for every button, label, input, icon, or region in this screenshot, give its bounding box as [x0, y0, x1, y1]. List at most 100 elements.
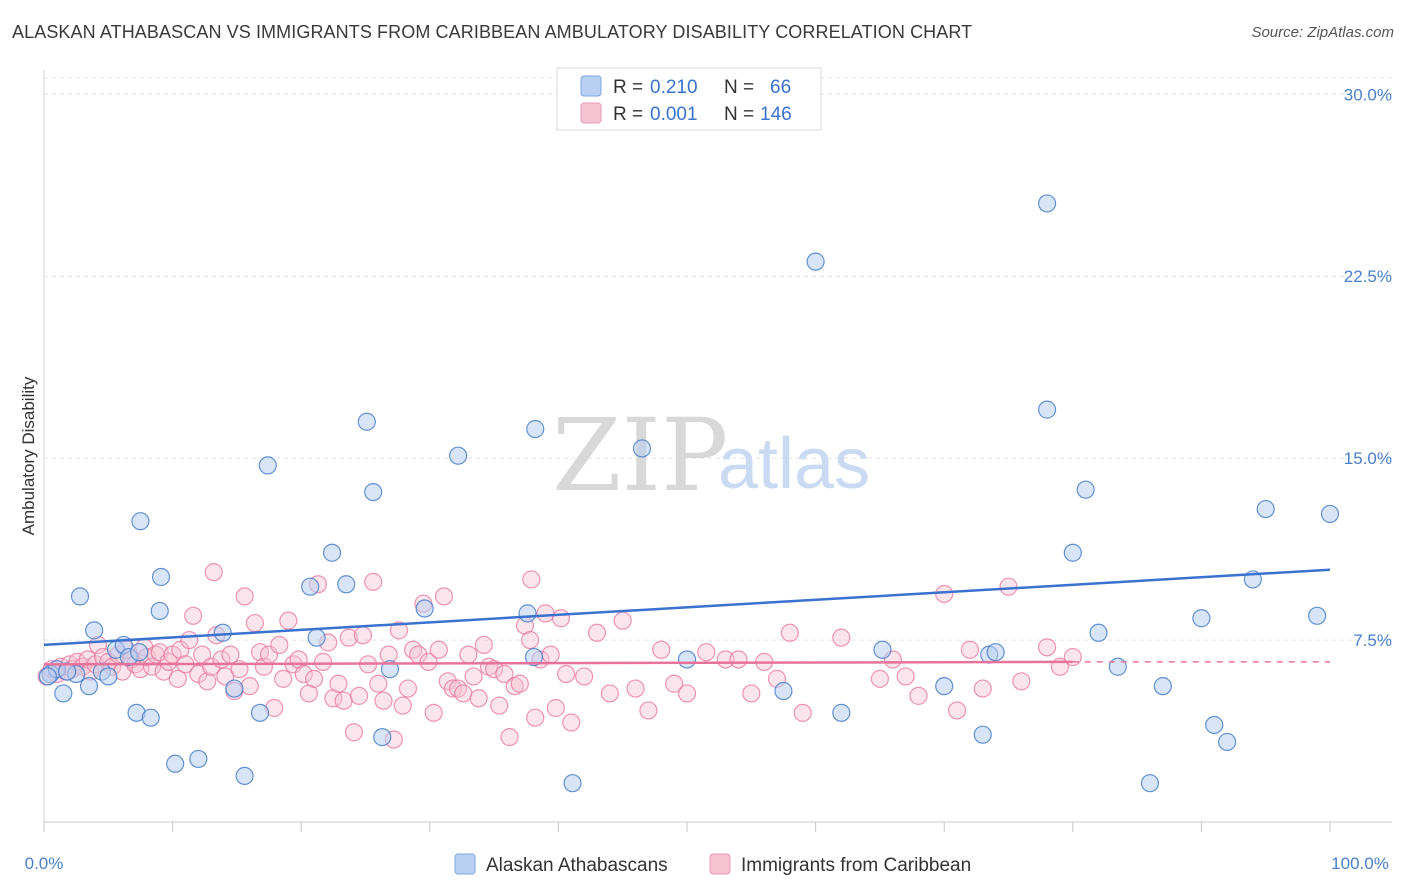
- data-point-caribbean: [526, 708, 545, 727]
- data-point-caribbean: [142, 657, 162, 676]
- data-point-athabascan: [301, 577, 320, 596]
- legend-n-value: 66: [770, 77, 791, 98]
- x-axis-ticks: [43, 822, 1331, 832]
- data-point-caribbean: [434, 587, 454, 606]
- data-point-caribbean: [304, 669, 324, 688]
- data-point-caribbean: [973, 679, 992, 698]
- data-point-caribbean: [349, 686, 369, 705]
- data-point-athabascan: [1037, 400, 1057, 419]
- data-point-athabascan: [1192, 609, 1211, 628]
- legend-r-label: R =: [613, 77, 643, 98]
- data-point-athabascan: [250, 703, 270, 722]
- data-point-caribbean: [960, 640, 980, 659]
- data-point-athabascan: [973, 725, 992, 744]
- data-point-caribbean: [429, 640, 448, 659]
- data-point-caribbean: [947, 701, 967, 720]
- data-point-athabascan: [373, 727, 392, 747]
- data-point-caribbean: [184, 606, 203, 625]
- data-point-athabascan: [1108, 657, 1127, 676]
- data-point-caribbean: [551, 609, 571, 628]
- data-point-caribbean: [235, 587, 254, 606]
- legend-r-value: 0.210: [650, 77, 698, 98]
- legend-swatch-blue: [580, 75, 602, 97]
- data-point-caribbean: [1012, 672, 1031, 691]
- data-point-caribbean: [510, 674, 529, 693]
- data-point-caribbean: [403, 640, 423, 659]
- data-point-athabascan: [38, 667, 57, 686]
- data-point-caribbean: [613, 611, 632, 630]
- data-point-caribbean: [626, 679, 645, 698]
- data-point-athabascan: [1256, 499, 1275, 519]
- data-point-caribbean: [393, 696, 412, 715]
- data-point-athabascan: [131, 512, 150, 531]
- data-point-caribbean: [419, 652, 438, 671]
- legend-r-value: 0.001: [650, 104, 698, 125]
- data-point-athabascan: [677, 650, 697, 669]
- data-point-caribbean: [832, 628, 851, 647]
- data-point-athabascan: [518, 604, 537, 623]
- data-point-caribbean: [344, 723, 364, 742]
- data-point-caribbean: [198, 672, 217, 691]
- axes: [43, 70, 1392, 823]
- data-point-athabascan: [873, 640, 892, 659]
- data-point-caribbean: [270, 635, 289, 655]
- data-point-caribbean: [536, 604, 555, 623]
- data-point-athabascan: [79, 677, 99, 696]
- data-point-athabascan: [151, 567, 171, 587]
- data-point-caribbean: [870, 669, 890, 688]
- data-point-athabascan: [322, 543, 342, 562]
- data-point-athabascan: [130, 643, 149, 662]
- data-point-caribbean: [909, 686, 928, 705]
- legend-swatch-pink: [580, 102, 602, 124]
- series-alaskan-athabascans: [38, 194, 1340, 793]
- data-point-caribbean: [454, 684, 473, 703]
- y-tick-label: 7.5%: [1353, 631, 1392, 650]
- series-immigrants-from-caribbean: [37, 563, 1082, 749]
- data-point-caribbean: [793, 703, 812, 722]
- y-tick-label: 30.0%: [1344, 85, 1392, 104]
- bottom-legend-swatch-blue: [454, 853, 476, 875]
- bottom-legend-swatch-pink: [709, 853, 731, 875]
- data-point-caribbean: [369, 674, 388, 693]
- data-point-athabascan: [70, 587, 90, 606]
- data-point-athabascan: [258, 456, 277, 475]
- x-tick-label-max: 100.0%: [1331, 854, 1389, 873]
- watermark-atlas: atlas: [718, 424, 870, 504]
- data-point-caribbean: [697, 643, 716, 662]
- data-point-athabascan: [213, 623, 232, 642]
- data-point-caribbean: [490, 696, 509, 715]
- y-axis-label: Ambulatory Disability: [19, 376, 38, 535]
- data-point-caribbean: [329, 674, 348, 693]
- data-point-caribbean: [896, 667, 915, 686]
- y-axis-tick-labels: 7.5% 15.0% 22.5% 30.0%: [1344, 85, 1392, 650]
- data-point-athabascan: [1308, 606, 1327, 625]
- data-point-caribbean: [204, 563, 223, 582]
- data-point-caribbean: [313, 652, 333, 671]
- legend-r-label: R =: [613, 104, 643, 125]
- data-point-caribbean: [999, 577, 1018, 596]
- y-tick-label: 22.5%: [1344, 267, 1392, 286]
- trend-line-caribbean: [43, 660, 1073, 666]
- data-point-caribbean: [374, 691, 393, 710]
- data-point-caribbean: [443, 679, 463, 698]
- data-point-athabascan: [1153, 677, 1172, 696]
- data-point-athabascan: [141, 708, 160, 727]
- data-point-caribbean: [729, 650, 748, 669]
- data-point-caribbean: [180, 630, 199, 650]
- data-point-athabascan: [1140, 774, 1160, 793]
- data-point-caribbean: [587, 623, 607, 642]
- trend-lines: [43, 568, 1331, 666]
- data-point-caribbean: [1037, 638, 1057, 657]
- data-point-caribbean: [202, 657, 221, 676]
- data-point-caribbean: [245, 613, 265, 633]
- data-point-caribbean: [274, 669, 293, 688]
- data-point-caribbean: [485, 660, 504, 679]
- data-point-caribbean: [495, 664, 514, 684]
- data-point-caribbean: [665, 674, 684, 693]
- data-point-caribbean: [279, 611, 298, 630]
- data-point-caribbean: [448, 679, 468, 698]
- data-point-caribbean: [521, 630, 540, 650]
- data-point-athabascan: [307, 628, 326, 647]
- data-point-caribbean: [459, 645, 478, 664]
